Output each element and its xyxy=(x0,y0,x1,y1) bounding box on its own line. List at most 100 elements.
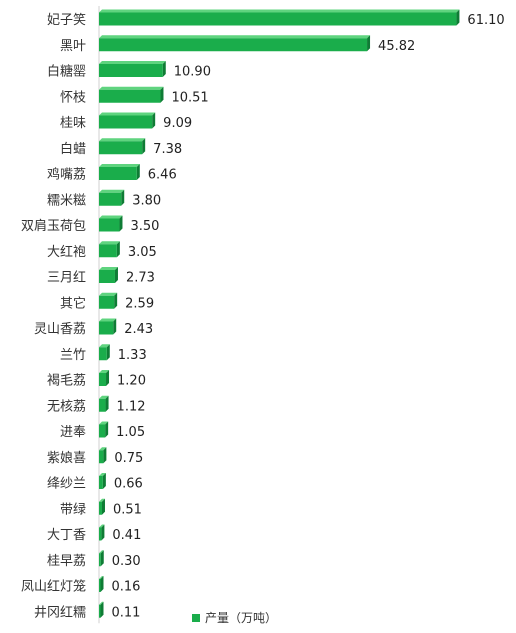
value-label: 6.46 xyxy=(148,168,177,183)
value-label: 3.05 xyxy=(128,245,157,260)
bar-side xyxy=(121,189,125,206)
value-label: 2.43 xyxy=(124,322,153,337)
value-label: 0.41 xyxy=(112,528,141,543)
bar-side xyxy=(100,601,104,618)
bar xyxy=(99,192,122,206)
bar-side xyxy=(103,447,107,464)
category-label: 无核荔 xyxy=(47,399,86,414)
bar xyxy=(99,424,106,438)
bar xyxy=(99,450,104,464)
bar-side xyxy=(152,112,156,129)
value-label: 9.09 xyxy=(163,116,192,131)
bar xyxy=(99,553,101,567)
value-label: 2.73 xyxy=(126,271,155,286)
bar-top xyxy=(99,447,107,451)
bar-side xyxy=(162,61,166,77)
category-label: 妃子笑 xyxy=(47,12,86,28)
value-label: 0.11 xyxy=(112,605,141,620)
category-label: 带绿 xyxy=(60,502,86,517)
value-label: 0.66 xyxy=(114,477,143,492)
bar-side xyxy=(114,267,118,283)
bar-top xyxy=(99,292,118,296)
category-label: 鸡嘴荔 xyxy=(47,167,86,183)
category-label: 黑叶 xyxy=(60,39,86,54)
bar-top xyxy=(99,550,104,554)
value-label: 61.10 xyxy=(467,13,504,28)
bar xyxy=(99,115,153,129)
bar-top xyxy=(99,9,460,13)
bar xyxy=(99,141,143,155)
value-label: 10.90 xyxy=(174,65,211,80)
bar-top xyxy=(99,138,146,142)
bar-side xyxy=(116,241,120,258)
bar-side xyxy=(114,292,118,309)
value-label: 1.05 xyxy=(116,425,145,440)
bar xyxy=(99,167,137,180)
bar xyxy=(99,295,115,309)
value-label: 10.51 xyxy=(171,90,208,105)
legend: 产量（万吨） xyxy=(192,611,277,625)
bar-side xyxy=(102,473,106,489)
category-labels: 妃子笑黑叶白糖罂怀枝桂味白蜡鸡嘴荔糯米糍双肩玉荷包大红袍三月红其它灵山香荔兰竹褐… xyxy=(21,12,86,620)
bar xyxy=(99,398,106,412)
bar-top xyxy=(99,370,110,373)
bar-top xyxy=(99,318,117,322)
bar xyxy=(99,476,103,489)
value-label: 1.20 xyxy=(117,374,146,389)
bar-side xyxy=(142,138,146,155)
bar-side xyxy=(106,370,110,386)
value-label: 0.30 xyxy=(112,554,141,569)
bar xyxy=(99,12,457,26)
value-label: 1.12 xyxy=(117,399,146,414)
category-label: 凤山红灯笼 xyxy=(21,579,86,595)
value-label: 0.16 xyxy=(112,580,141,595)
category-label: 双肩玉荷包 xyxy=(21,218,86,234)
category-label: 怀枝 xyxy=(60,90,86,105)
bar-top xyxy=(99,241,120,245)
category-label: 井冈红糯 xyxy=(34,604,86,620)
value-labels: 61.10 45.82 10.90 10.51 9.09 7.38 6.46 3.80 3.50… xyxy=(112,13,505,620)
bar-side xyxy=(106,344,110,361)
value-label: 3.50 xyxy=(130,219,159,234)
bar-top xyxy=(99,267,118,270)
value-label: 0.75 xyxy=(114,451,143,466)
category-label: 其它 xyxy=(60,295,86,311)
bar-top xyxy=(99,524,105,528)
category-label: 糯米糍 xyxy=(47,193,86,208)
category-label: 桂味 xyxy=(60,116,86,131)
bar-top xyxy=(99,215,123,219)
bars-layer xyxy=(99,9,460,618)
value-label: 1.33 xyxy=(118,348,147,363)
category-label: 三月红 xyxy=(47,270,86,286)
value-label: 2.59 xyxy=(125,296,154,311)
bar-top xyxy=(99,35,371,39)
bar-top xyxy=(99,421,109,425)
bar-side xyxy=(105,421,109,438)
bar-side xyxy=(113,318,117,335)
bar-side xyxy=(101,524,105,541)
bar xyxy=(99,38,368,52)
legend-swatch xyxy=(192,614,200,622)
bar-top xyxy=(99,61,166,64)
bar-side xyxy=(160,86,164,103)
bar xyxy=(99,579,101,592)
bar-side xyxy=(105,395,109,412)
value-label: 3.80 xyxy=(132,193,161,208)
bar xyxy=(99,218,120,232)
bar xyxy=(99,244,117,258)
bar-top xyxy=(99,395,109,399)
category-label: 进奉 xyxy=(60,425,86,440)
bar xyxy=(99,501,102,515)
bar-side xyxy=(100,576,104,592)
bar xyxy=(99,270,115,283)
bar-top xyxy=(99,112,156,116)
category-label: 大丁香 xyxy=(47,528,86,543)
bar-side xyxy=(456,9,460,26)
category-label: 灵山香荔 xyxy=(34,322,86,337)
bar-top xyxy=(99,498,105,502)
bar xyxy=(99,64,163,77)
category-label: 绛纱兰 xyxy=(47,477,86,492)
category-label: 兰竹 xyxy=(60,348,86,363)
bar-side xyxy=(119,215,123,232)
